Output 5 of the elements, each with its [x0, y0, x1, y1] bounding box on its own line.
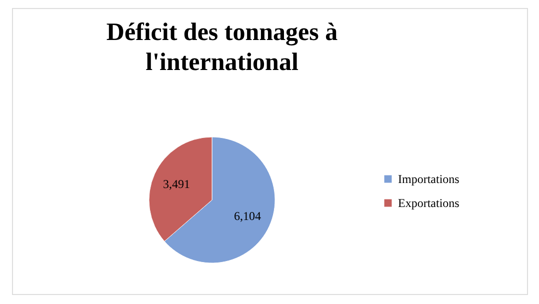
legend-label: Importations — [398, 172, 460, 186]
chart-title: Déficit des tonnages à l'international — [106, 19, 338, 76]
legend-label: Exportations — [398, 196, 460, 210]
data-label: 6,104 — [234, 209, 262, 224]
data-label: 3,491 — [162, 176, 190, 191]
